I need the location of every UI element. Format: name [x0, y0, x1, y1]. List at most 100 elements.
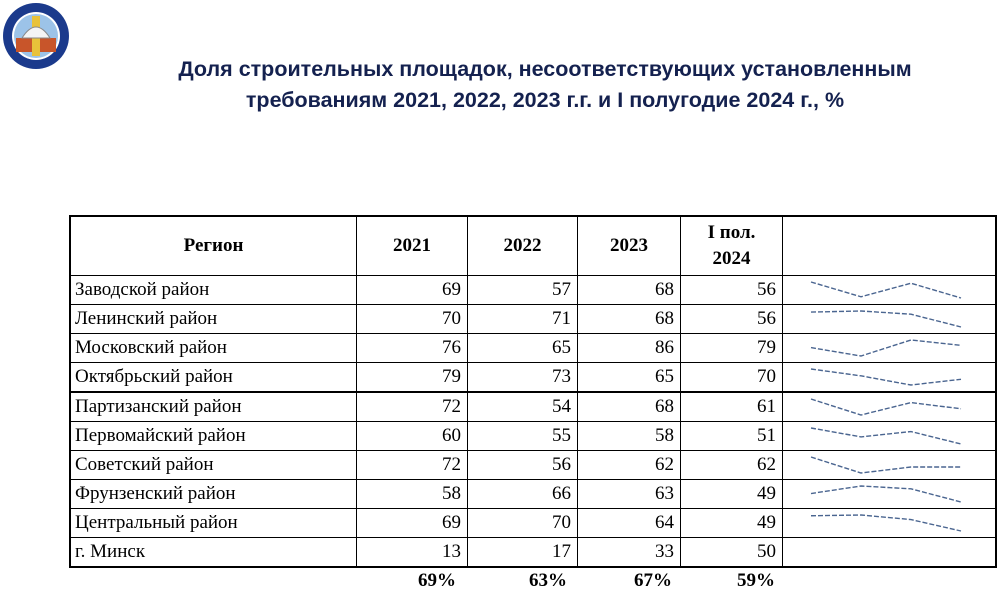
sparkline-path [810, 514, 962, 532]
sparkline-path [810, 281, 962, 299]
sparkline-cell [782, 333, 997, 363]
sparkline [810, 514, 962, 532]
region-cell: Фрунзенский район [69, 479, 357, 509]
sparkline [810, 281, 962, 299]
value-cell: 73 [467, 362, 578, 393]
table-row: Октябрьский район 79 73 65 70 [69, 362, 997, 393]
value-cell: 51 [680, 421, 783, 451]
sparkline [810, 339, 962, 357]
value-cell: 65 [577, 362, 681, 393]
value-cell: 50 [680, 537, 783, 568]
sparkline-path [810, 398, 962, 416]
value-cell: 13 [356, 537, 468, 568]
value-cell: 68 [577, 391, 681, 422]
value-cell: 62 [680, 450, 783, 480]
title-line-2: требованиям 2021, 2022, 2023 г.г. и I по… [245, 88, 845, 112]
sparkline-path [810, 485, 962, 503]
region-cell: Заводской район [69, 275, 357, 305]
region-cell: г. Минск [69, 537, 357, 568]
value-cell: 55 [467, 421, 578, 451]
sparkline [810, 456, 961, 474]
value-cell: 71 [467, 304, 578, 334]
total-2021: 69% [418, 570, 456, 591]
sparkline-cell [782, 275, 997, 305]
total-2023: 67% [634, 570, 672, 591]
value-cell: 65 [467, 333, 578, 363]
sparkline-path [810, 339, 962, 357]
value-cell: 66 [467, 479, 578, 509]
value-cell: 69 [356, 508, 468, 538]
value-cell: 76 [356, 333, 468, 363]
region-cell: Октябрьский район [69, 362, 357, 393]
sparkline [810, 368, 962, 386]
value-cell: 58 [356, 479, 468, 509]
value-cell: 54 [467, 391, 578, 422]
organization-logo-icon [3, 3, 69, 69]
value-cell: 17 [467, 537, 578, 568]
sparkline-path [810, 427, 962, 445]
sparkline-cell [782, 421, 997, 451]
table-row: Советский район 72 56 62 62 [69, 450, 997, 480]
sparkline-cell [782, 479, 997, 509]
sparkline-cell [782, 508, 997, 538]
value-cell: 63 [577, 479, 681, 509]
table-row: Московский район 76 65 86 79 [69, 333, 997, 363]
value-cell: 56 [467, 450, 578, 480]
sparkline-cell [782, 391, 997, 422]
table-row: Фрунзенский район 58 66 63 49 [69, 479, 997, 509]
value-cell: 49 [680, 508, 783, 538]
region-cell: Московский район [69, 333, 357, 363]
slide-title: Доля строительных площадок, несоответств… [60, 54, 1001, 116]
sparkline [810, 485, 962, 503]
sparkline [810, 427, 962, 445]
header-2022: 2022 [467, 215, 578, 276]
region-cell: Ленинский район [69, 304, 357, 334]
value-cell: 70 [680, 362, 783, 393]
value-cell: 61 [680, 391, 783, 422]
sparkline-path [810, 368, 962, 386]
header-sparkline [782, 215, 997, 276]
table-row: Партизанский район 72 54 68 61 [69, 391, 997, 422]
value-cell: 60 [356, 421, 468, 451]
value-cell: 79 [680, 333, 783, 363]
sparkline-path [810, 310, 962, 328]
value-cell: 86 [577, 333, 681, 363]
region-cell: Центральный район [69, 508, 357, 538]
value-cell: 68 [577, 304, 681, 334]
value-cell: 57 [467, 275, 578, 305]
sparkline-cell [782, 362, 997, 393]
value-cell: 69 [356, 275, 468, 305]
value-cell: 56 [680, 304, 783, 334]
value-cell: 64 [577, 508, 681, 538]
value-cell: 58 [577, 421, 681, 451]
sparkline-path [810, 456, 961, 474]
table-row: Первомайский район 60 55 58 51 [69, 421, 997, 451]
table-row: Заводской район 69 57 68 56 [69, 275, 997, 305]
header-2024-h1: I пол. 2024 [680, 215, 783, 276]
data-table: Регион 2021 2022 2023 I пол. 2024 Заводс… [69, 215, 997, 568]
value-cell: 79 [356, 362, 468, 393]
totals-row: 69% 63% 67% 59% [0, 570, 1001, 592]
header-2021: 2021 [356, 215, 468, 276]
sparkline [810, 398, 962, 416]
table-row: г. Минск 13 17 33 50 [69, 537, 997, 568]
value-cell: 72 [356, 391, 468, 422]
header-2024-h1-label: I пол. 2024 [707, 222, 756, 269]
header-2023: 2023 [577, 215, 681, 276]
sparkline-cell [782, 304, 997, 334]
total-2022: 63% [529, 570, 567, 591]
region-cell: Партизанский район [69, 391, 357, 422]
value-cell: 68 [577, 275, 681, 305]
region-cell: Первомайский район [69, 421, 357, 451]
value-cell: 72 [356, 450, 468, 480]
table-row: Центральный район 69 70 64 49 [69, 508, 997, 538]
value-cell: 70 [467, 508, 578, 538]
value-cell: 62 [577, 450, 681, 480]
value-cell: 70 [356, 304, 468, 334]
table-row: Ленинский район 70 71 68 56 [69, 304, 997, 334]
sparkline-cell [782, 537, 997, 568]
title-line-1: Доля строительных площадок, несоответств… [178, 57, 912, 81]
total-2024-h1: 59% [737, 570, 775, 591]
sparkline [810, 310, 962, 328]
value-cell: 33 [577, 537, 681, 568]
